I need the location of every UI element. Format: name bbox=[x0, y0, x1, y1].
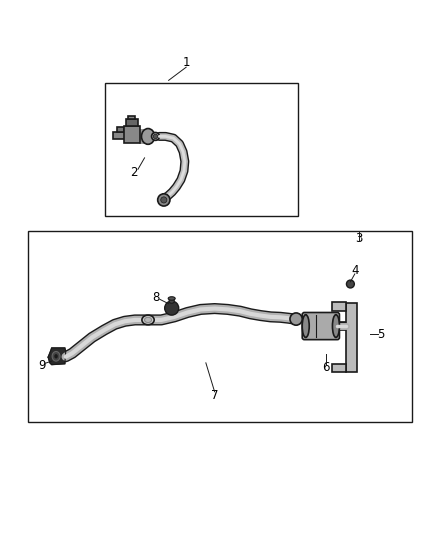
Circle shape bbox=[152, 133, 159, 140]
Text: 9: 9 bbox=[38, 359, 46, 372]
Bar bbox=[139, 128, 148, 144]
Ellipse shape bbox=[141, 128, 155, 144]
Bar bbox=[126, 119, 138, 126]
Text: 6: 6 bbox=[322, 361, 330, 374]
Bar bbox=[332, 302, 346, 311]
Bar bbox=[124, 126, 140, 143]
Circle shape bbox=[165, 301, 179, 315]
Text: 7: 7 bbox=[211, 389, 219, 402]
Circle shape bbox=[346, 280, 354, 288]
Bar bbox=[105, 83, 298, 216]
Text: 4: 4 bbox=[351, 264, 359, 277]
Ellipse shape bbox=[302, 314, 309, 337]
Ellipse shape bbox=[145, 317, 152, 322]
Text: 5: 5 bbox=[378, 328, 385, 341]
Circle shape bbox=[161, 197, 167, 203]
Ellipse shape bbox=[169, 299, 174, 303]
Bar bbox=[332, 364, 346, 373]
Bar bbox=[113, 133, 126, 140]
Text: 2: 2 bbox=[130, 166, 138, 179]
Ellipse shape bbox=[168, 297, 175, 300]
Polygon shape bbox=[48, 348, 66, 365]
Text: 8: 8 bbox=[152, 290, 159, 304]
Circle shape bbox=[158, 194, 170, 206]
Text: 1: 1 bbox=[182, 56, 190, 69]
Ellipse shape bbox=[142, 315, 154, 325]
Ellipse shape bbox=[52, 351, 60, 361]
Bar bbox=[28, 231, 412, 422]
FancyBboxPatch shape bbox=[302, 312, 339, 340]
Circle shape bbox=[290, 313, 302, 325]
Circle shape bbox=[153, 134, 158, 139]
Text: 3: 3 bbox=[356, 231, 363, 245]
Bar bbox=[117, 127, 124, 133]
Bar bbox=[346, 303, 357, 373]
Bar bbox=[128, 116, 135, 119]
Ellipse shape bbox=[54, 354, 58, 359]
Ellipse shape bbox=[332, 314, 339, 337]
